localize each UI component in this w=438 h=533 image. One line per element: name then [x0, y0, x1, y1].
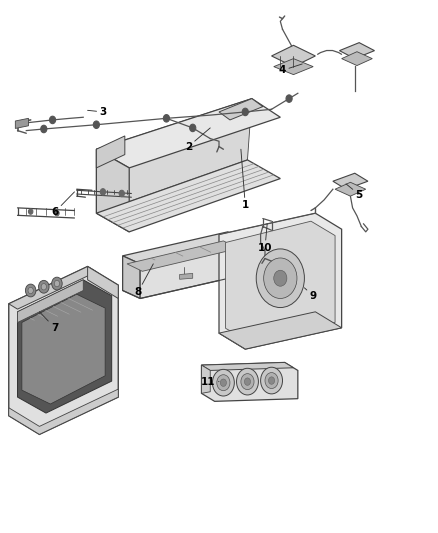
Polygon shape — [9, 266, 118, 434]
Polygon shape — [18, 280, 112, 413]
Polygon shape — [219, 99, 263, 120]
Circle shape — [163, 115, 170, 122]
Polygon shape — [201, 365, 210, 393]
Circle shape — [242, 108, 248, 116]
Polygon shape — [22, 294, 105, 404]
Circle shape — [220, 379, 226, 386]
Circle shape — [212, 369, 234, 396]
Polygon shape — [201, 362, 293, 370]
Polygon shape — [127, 241, 239, 271]
Circle shape — [237, 368, 258, 395]
Circle shape — [25, 284, 36, 297]
Polygon shape — [342, 52, 372, 66]
Text: 6: 6 — [51, 192, 74, 217]
Circle shape — [244, 378, 251, 385]
Circle shape — [55, 211, 59, 216]
Polygon shape — [96, 160, 280, 232]
Circle shape — [93, 121, 99, 128]
Circle shape — [261, 367, 283, 394]
Circle shape — [28, 209, 33, 214]
Circle shape — [39, 280, 49, 293]
Text: 5: 5 — [346, 184, 363, 199]
Polygon shape — [18, 280, 83, 322]
Text: 4: 4 — [279, 64, 302, 75]
Polygon shape — [335, 182, 366, 196]
Polygon shape — [9, 266, 96, 309]
Circle shape — [119, 190, 124, 197]
Circle shape — [54, 280, 60, 287]
Polygon shape — [333, 173, 368, 189]
Polygon shape — [123, 232, 245, 264]
Text: 10: 10 — [258, 224, 272, 253]
Circle shape — [286, 95, 292, 102]
Text: 1: 1 — [241, 149, 249, 210]
Circle shape — [28, 287, 33, 294]
Circle shape — [49, 116, 56, 124]
Circle shape — [217, 375, 230, 391]
Circle shape — [268, 377, 275, 384]
Circle shape — [190, 124, 196, 132]
Circle shape — [264, 258, 297, 298]
Text: 8: 8 — [134, 264, 153, 297]
Polygon shape — [339, 43, 374, 59]
Circle shape — [265, 373, 278, 389]
Polygon shape — [88, 266, 118, 298]
Text: 11: 11 — [201, 377, 219, 386]
Text: 2: 2 — [185, 128, 210, 151]
Polygon shape — [96, 136, 125, 168]
Polygon shape — [96, 149, 129, 232]
Polygon shape — [9, 389, 118, 434]
Polygon shape — [272, 45, 315, 67]
Polygon shape — [201, 362, 298, 401]
Circle shape — [41, 125, 47, 133]
Polygon shape — [123, 256, 140, 298]
Text: 9: 9 — [304, 288, 317, 301]
Circle shape — [100, 189, 106, 195]
Circle shape — [274, 270, 287, 286]
Polygon shape — [180, 273, 193, 279]
Text: 3: 3 — [88, 107, 106, 117]
Text: 7: 7 — [39, 312, 58, 333]
Polygon shape — [15, 118, 28, 128]
Polygon shape — [96, 99, 252, 213]
Polygon shape — [274, 59, 313, 75]
Circle shape — [256, 249, 304, 308]
Circle shape — [241, 374, 254, 390]
Polygon shape — [219, 312, 342, 349]
Circle shape — [41, 284, 46, 290]
Polygon shape — [219, 213, 342, 349]
Polygon shape — [226, 221, 335, 343]
Circle shape — [52, 277, 62, 290]
Polygon shape — [140, 240, 245, 298]
Polygon shape — [96, 99, 280, 168]
